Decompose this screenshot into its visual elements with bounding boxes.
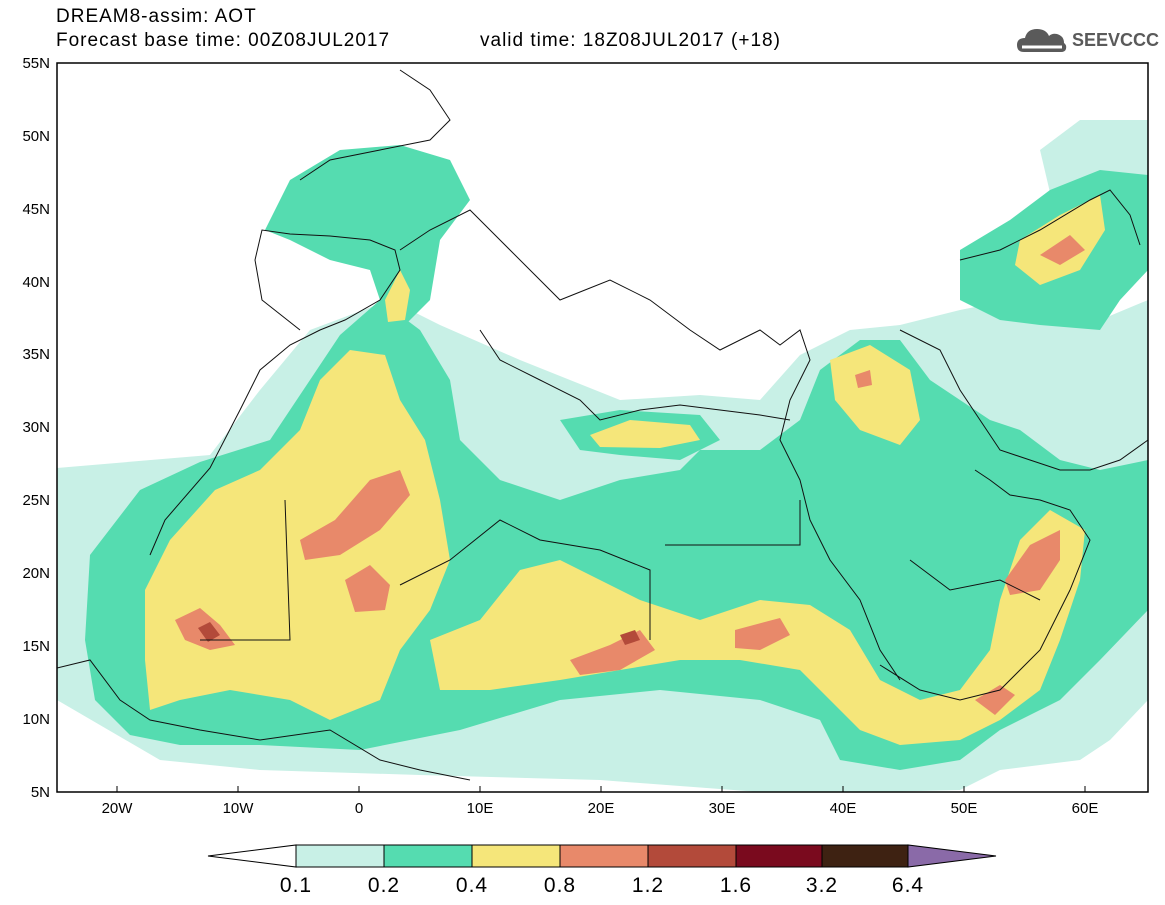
graticule [116, 786, 1086, 792]
lat-label: 40N [22, 274, 50, 291]
lon-label: 40E [829, 800, 857, 817]
lon-label: 10E [466, 800, 494, 817]
lat-label: 35N [22, 346, 50, 363]
lat-label: 15N [22, 638, 50, 655]
colorbar-label: 6.4 [891, 874, 925, 897]
lon-label: 20E [587, 800, 615, 817]
colorbar-label: 0.8 [543, 874, 577, 897]
colorbar-bin [647, 844, 737, 868]
seevccc-logo: SEEVCCC [1016, 22, 1159, 58]
lat-label: 50N [22, 128, 50, 145]
lat-label: 30N [22, 419, 50, 436]
colorbar-bin [559, 844, 649, 868]
valid-time: valid time: 18Z08JUL2017 (+18) [480, 30, 781, 51]
lon-label: 10W [222, 800, 254, 817]
aot-field-1.2 [198, 622, 640, 645]
lon-label: 50E [950, 800, 978, 817]
colorbar-bin [735, 844, 823, 868]
forecast-base-time: Forecast base time: 00Z08JUL2017 [56, 30, 391, 51]
coastlines [57, 69, 1148, 781]
colorbar-label: 0.1 [279, 874, 313, 897]
map-title: DREAM8-assim: AOT [56, 6, 257, 27]
lat-label: 45N [22, 201, 50, 218]
colorbar-bin [295, 844, 385, 868]
logo-text: SEEVCCC [1072, 29, 1160, 50]
lat-label: 20N [22, 565, 50, 582]
colorbar-high-arrow [907, 844, 997, 868]
colorbar-bin [383, 844, 473, 868]
lon-label: 30E [708, 800, 736, 817]
lon-label: 60E [1071, 800, 1099, 817]
colorbar-label: 1.6 [719, 874, 753, 897]
colorbar-label: 3.2 [805, 874, 839, 897]
colorbar-label: 0.2 [367, 874, 401, 897]
colorbar-bin [821, 844, 909, 868]
colorbar-bin [471, 844, 561, 868]
lat-label: 25N [22, 492, 50, 509]
lat-label: 10N [22, 711, 50, 728]
lon-label: 0 [354, 800, 364, 817]
cloud-icon [1017, 29, 1067, 52]
colorbar-label: 1.2 [631, 874, 665, 897]
lat-label: 55N [22, 55, 50, 72]
lon-label: 20W [101, 800, 133, 817]
colorbar-low-arrow [207, 844, 297, 868]
colorbar [207, 844, 997, 868]
colorbar-label: 0.4 [455, 874, 489, 897]
map-frame [56, 62, 1149, 793]
lat-label: 5N [30, 784, 50, 801]
